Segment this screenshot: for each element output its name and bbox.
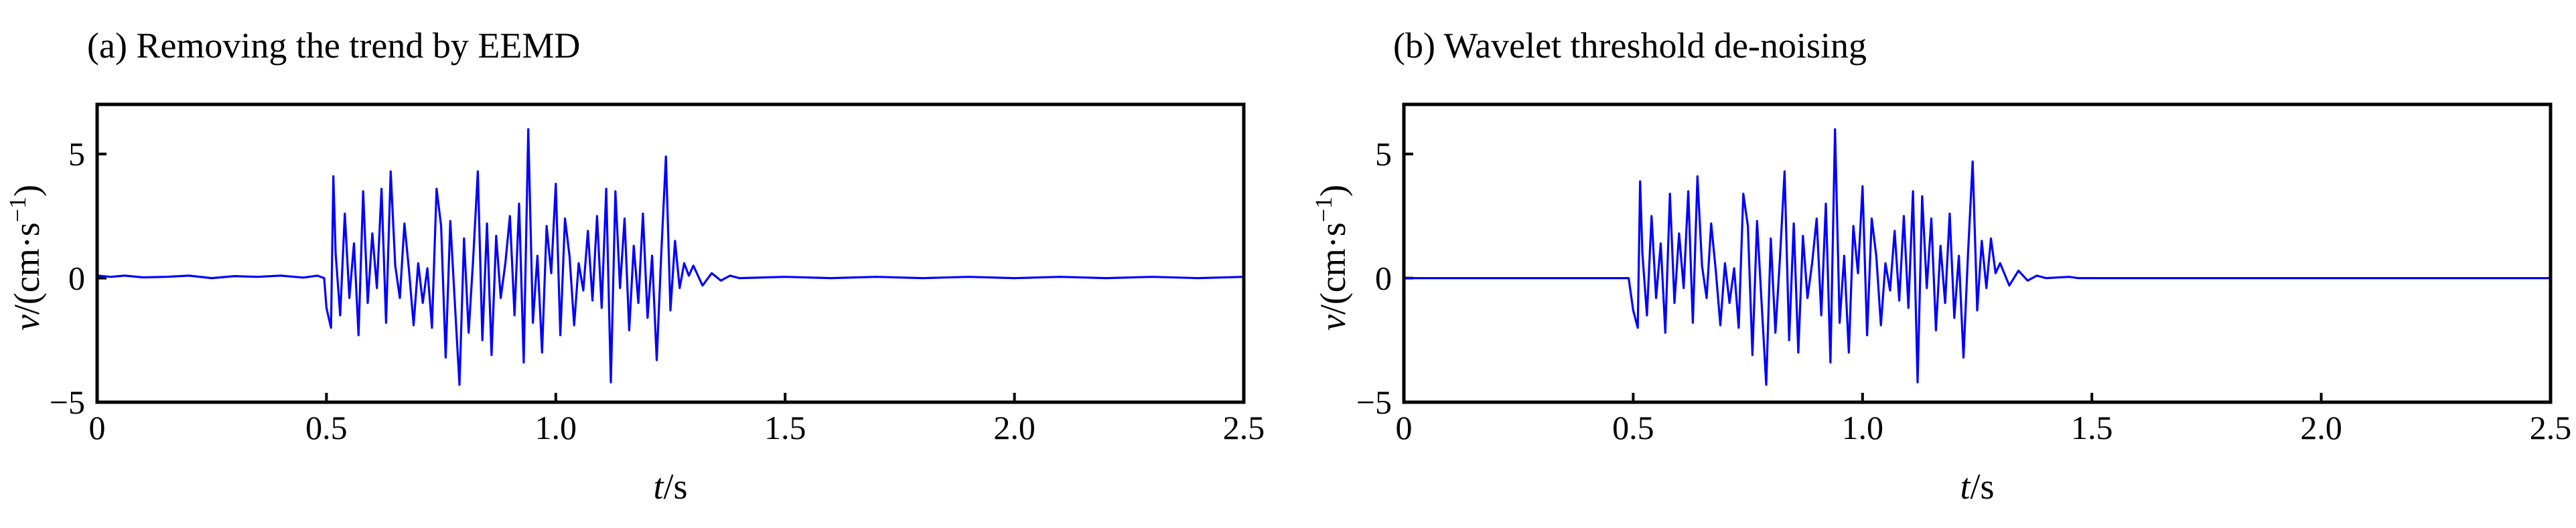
x-axis-var-b: t (1960, 466, 1971, 507)
chart-panel-b: (b) Wavelet threshold de-noising 0 0.5 1.0… (1310, 25, 2571, 507)
chart-title-a: (a) Removing the trend by EEMD (87, 25, 580, 66)
y-axis-var-a: v (7, 315, 47, 331)
chart-panel-a: (a) Removing the trend by EEMD 0 0.5 1.0 1.… (4, 25, 1265, 507)
x-tick-label-a: 0.5 (305, 409, 348, 446)
x-tick-label-b: 0 (1396, 409, 1413, 446)
y-axis-var-b: v (1313, 315, 1353, 331)
y-axis-close-b: ) (1313, 185, 1353, 197)
x-axis-var-a: t (653, 466, 664, 507)
x-tick-label-b: 1.0 (1842, 409, 1884, 446)
y-axis-sup-b: −1 (1310, 197, 1337, 222)
y-tick-label-b: −5 (1356, 383, 1392, 421)
y-axis-label-b: v/(cm·s−1) (1310, 185, 1353, 331)
y-axis-label-a: v/(cm·s−1) (4, 185, 47, 331)
x-tick-label-a: 1.0 (535, 409, 577, 446)
x-axis-unit-a: /s (663, 466, 687, 507)
x-tick-label-a: 2.0 (993, 409, 1035, 446)
y-axis-sup-a: −1 (4, 197, 31, 222)
series-line-a (96, 128, 1244, 386)
x-tick-label-a: 2.5 (1223, 409, 1265, 446)
y-tick-label-b: 5 (1375, 135, 1392, 173)
y-tick-label-a: −5 (50, 383, 85, 421)
y-tick-label-a: 5 (68, 135, 85, 173)
x-tick-label-b: 1.5 (2071, 409, 2113, 446)
plot-frame-b (1402, 102, 2553, 404)
x-tick-label-b: 2.0 (2300, 409, 2342, 446)
x-tick-label-b: 0.5 (1612, 409, 1654, 446)
y-axis-unit-a: /(cm·s (7, 222, 47, 315)
y-tick-label-a: 0 (68, 260, 85, 297)
x-tick-label-b: 2.5 (2530, 409, 2572, 446)
ticks-a: 0 0.5 1.0 1.5 2.0 2.5−505 (50, 135, 1265, 446)
y-tick-label-b: 0 (1375, 260, 1392, 297)
ticks-b: 0 0.5 1.0 1.5 2.0 2.5−505 (1356, 135, 2571, 446)
x-axis-label-b: t/s (1960, 466, 1994, 507)
x-axis-label-a: t/s (653, 466, 687, 507)
y-axis-close-a: ) (7, 185, 47, 197)
y-axis-unit-b: /(cm·s (1313, 222, 1353, 315)
chart-title-b: (b) Wavelet threshold de-noising (1393, 25, 1867, 66)
x-tick-label-a: 1.5 (764, 409, 806, 446)
x-tick-label-a: 0 (89, 409, 106, 446)
plot-frame-a (95, 102, 1246, 404)
series-line-b (1404, 128, 2551, 386)
x-axis-unit-b: /s (1970, 466, 1994, 507)
